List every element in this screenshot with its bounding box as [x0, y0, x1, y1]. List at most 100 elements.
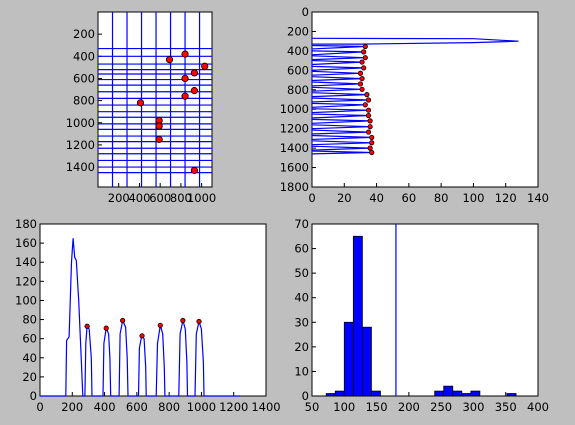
- histogram-bar: [443, 385, 454, 397]
- x-tick-label: 400: [128, 191, 150, 205]
- x-tick-label: 0: [36, 400, 43, 414]
- data-point: [165, 56, 174, 64]
- x-tick-label: 400: [94, 400, 116, 414]
- x-tick-label: 20: [337, 191, 352, 205]
- data-point: [201, 62, 209, 70]
- x-tick-label: 100: [333, 400, 355, 414]
- data-point: [359, 59, 365, 65]
- x-tick-label: 600: [149, 191, 171, 205]
- y-tick-label: 400: [73, 49, 95, 63]
- y-tick-label: 40: [294, 291, 309, 305]
- x-tick-label: 60: [402, 191, 417, 205]
- y-tick-label: 60: [22, 332, 37, 346]
- data-point: [365, 129, 372, 135]
- y-tick-label: 60: [294, 242, 309, 256]
- data-point: [367, 145, 373, 151]
- y-tick-label: 1200: [280, 122, 309, 136]
- y-tick-label: 1600: [280, 161, 309, 175]
- data-point: [369, 149, 375, 156]
- y-tick-label: 0: [302, 5, 309, 19]
- y-tick-label: 180: [15, 217, 37, 231]
- y-tick-label: 10: [294, 364, 309, 378]
- y-tick-label: 1800: [280, 180, 309, 194]
- y-tick-label: 800: [73, 94, 95, 108]
- y-tick-label: 160: [15, 236, 37, 250]
- y-tick-label: 800: [287, 83, 309, 97]
- data-point: [190, 69, 198, 77]
- plot-frame-top-left: [97, 11, 213, 188]
- x-tick-label: 120: [495, 191, 517, 205]
- y-tick-label: 1200: [66, 138, 95, 152]
- y-tick-label: 1400: [66, 160, 95, 174]
- histogram-bar: [352, 235, 363, 397]
- data-point: [136, 99, 145, 107]
- data-point: [357, 70, 364, 76]
- data-point: [365, 112, 372, 119]
- data-point: [369, 134, 375, 141]
- y-tick-label: 70: [294, 217, 309, 231]
- histogram-bar: [470, 390, 481, 397]
- histogram-bar: [334, 390, 345, 397]
- y-tick-label: 40: [22, 351, 37, 365]
- data-point: [365, 107, 372, 113]
- data-point: [120, 317, 126, 324]
- data-point: [361, 49, 367, 55]
- data-point: [362, 55, 368, 61]
- data-point: [155, 122, 163, 130]
- y-tick-label: 30: [294, 315, 309, 329]
- x-tick-label: 100: [462, 191, 484, 205]
- x-tick-label: 80: [434, 191, 449, 205]
- x-tick-label: 800: [158, 400, 180, 414]
- data-point: [367, 118, 373, 124]
- x-tick-label: 50: [305, 400, 320, 414]
- x-tick-label: 140: [527, 191, 549, 205]
- y-tick-label: 600: [73, 71, 95, 85]
- data-point: [181, 92, 189, 100]
- data-point: [190, 166, 198, 174]
- x-tick-label: 150: [366, 400, 388, 414]
- x-tick-label: 200: [108, 191, 130, 205]
- x-tick-label: 1200: [219, 400, 248, 414]
- x-tick-label: 1000: [187, 400, 216, 414]
- y-tick-label: 140: [15, 255, 37, 269]
- x-tick-label: 1000: [187, 191, 216, 205]
- y-tick-label: 200: [73, 27, 95, 41]
- data-point: [364, 92, 370, 98]
- histogram-bar: [452, 390, 463, 397]
- histogram-bar: [506, 393, 517, 397]
- x-tick-label: 200: [398, 400, 420, 414]
- data-point: [196, 318, 202, 325]
- data-point: [84, 323, 90, 329]
- y-tick-label: 0: [302, 389, 309, 403]
- data-point: [190, 87, 198, 95]
- y-tick-label: 1000: [280, 102, 309, 116]
- data-point: [357, 81, 364, 87]
- data-point: [362, 43, 368, 50]
- histogram-bar: [461, 393, 472, 397]
- x-tick-label: 600: [126, 400, 148, 414]
- data-point: [359, 86, 365, 92]
- y-tick-label: 80: [22, 313, 37, 327]
- y-tick-label: 1400: [280, 141, 309, 155]
- data-point: [361, 65, 367, 71]
- data-point: [157, 322, 163, 328]
- x-tick-label: 40: [369, 191, 384, 205]
- data-point: [139, 333, 145, 339]
- y-tick-label: 100: [15, 293, 37, 307]
- data-point: [362, 102, 368, 108]
- x-tick-label: 1400: [251, 400, 280, 414]
- y-tick-label: 200: [287, 24, 309, 38]
- y-tick-label: 400: [287, 44, 309, 58]
- x-tick-label: 200: [61, 400, 83, 414]
- data-point: [180, 317, 186, 324]
- histogram-bar: [371, 390, 381, 397]
- x-tick-label: 0: [308, 191, 315, 205]
- histogram-bar: [343, 321, 354, 397]
- panel-bottom-left: 0 200 400 600 800 1000 1200 1400 0 20 40 60 80 100 120…: [15, 217, 281, 414]
- data-point: [359, 75, 365, 82]
- x-tick-label: 800: [170, 191, 192, 205]
- y-tick-label: 0: [30, 389, 37, 403]
- data-point: [369, 140, 375, 146]
